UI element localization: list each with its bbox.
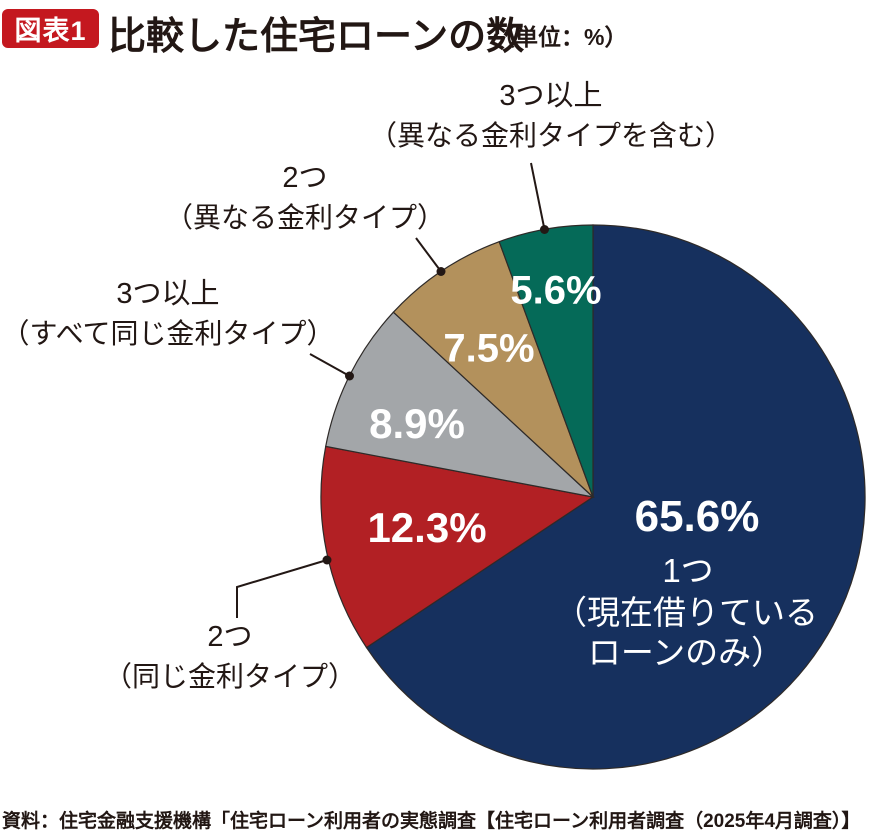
- leader-dot-3: [322, 555, 332, 565]
- pie-slice-0: [365, 224, 866, 770]
- figure-title: 比較した住宅ローンの数: [108, 16, 525, 58]
- callout-3plus-same: 3つ以上 （すべて同じ金利タイプ）: [2, 274, 335, 354]
- slice-pct-2-diff: 7.5%: [443, 326, 535, 371]
- callout-2-same-line1: 2つ: [207, 621, 253, 653]
- slice-pct-1-loan: 65.6%: [634, 492, 760, 541]
- slice-pct-2-same: 12.3%: [367, 504, 487, 551]
- callout-2-diff: 2つ （異なる金利タイプ）: [165, 158, 445, 238]
- callout-3plus-diff: 3つ以上 （異なる金利タイプを含む）: [369, 76, 733, 156]
- callout-2-diff-line1: 2つ: [282, 162, 328, 194]
- source-note: 資料：住宅金融支援機構「住宅ローン利用者の実態調査【住宅ローン利用者調査（202…: [2, 811, 861, 832]
- leader-line-2: [309, 353, 350, 377]
- leader-dot-1: [436, 267, 446, 276]
- pie-slice-1: [320, 445, 595, 649]
- figure-number-badge: 図表1: [2, 9, 99, 48]
- callout-3plus-diff-line2: （異なる金利タイプを含む）: [368, 120, 734, 151]
- callout-3plus-same-line1: 3つ以上: [116, 278, 220, 310]
- callout-3plus-diff-line1: 3つ以上: [499, 80, 603, 112]
- leader-line-1: [415, 237, 442, 273]
- leader-line-3: [236, 559, 328, 618]
- leader-dot-2: [345, 371, 354, 381]
- figure-unit-label: （単位：%）: [492, 24, 628, 50]
- slice-inner-line2: （現在借りている: [554, 594, 818, 631]
- slice-inner-line1: 1つ: [662, 552, 714, 589]
- leader-line-0: [530, 162, 546, 230]
- callout-2-same: 2つ （同じ金利タイプ）: [104, 617, 356, 697]
- callout-2-diff-line2: （異なる金利タイプ）: [164, 202, 446, 233]
- slice-inner-line3: ローンのみ）: [587, 634, 785, 671]
- slice-pct-3plus-diff: 5.6%: [510, 268, 602, 313]
- callout-3plus-same-line2: （すべて同じ金利タイプ）: [1, 318, 335, 349]
- callout-2-same-line2: （同じ金利タイプ）: [103, 661, 357, 692]
- slice-pct-3plus-same: 8.9%: [369, 400, 465, 447]
- leader-dot-0: [540, 225, 549, 234]
